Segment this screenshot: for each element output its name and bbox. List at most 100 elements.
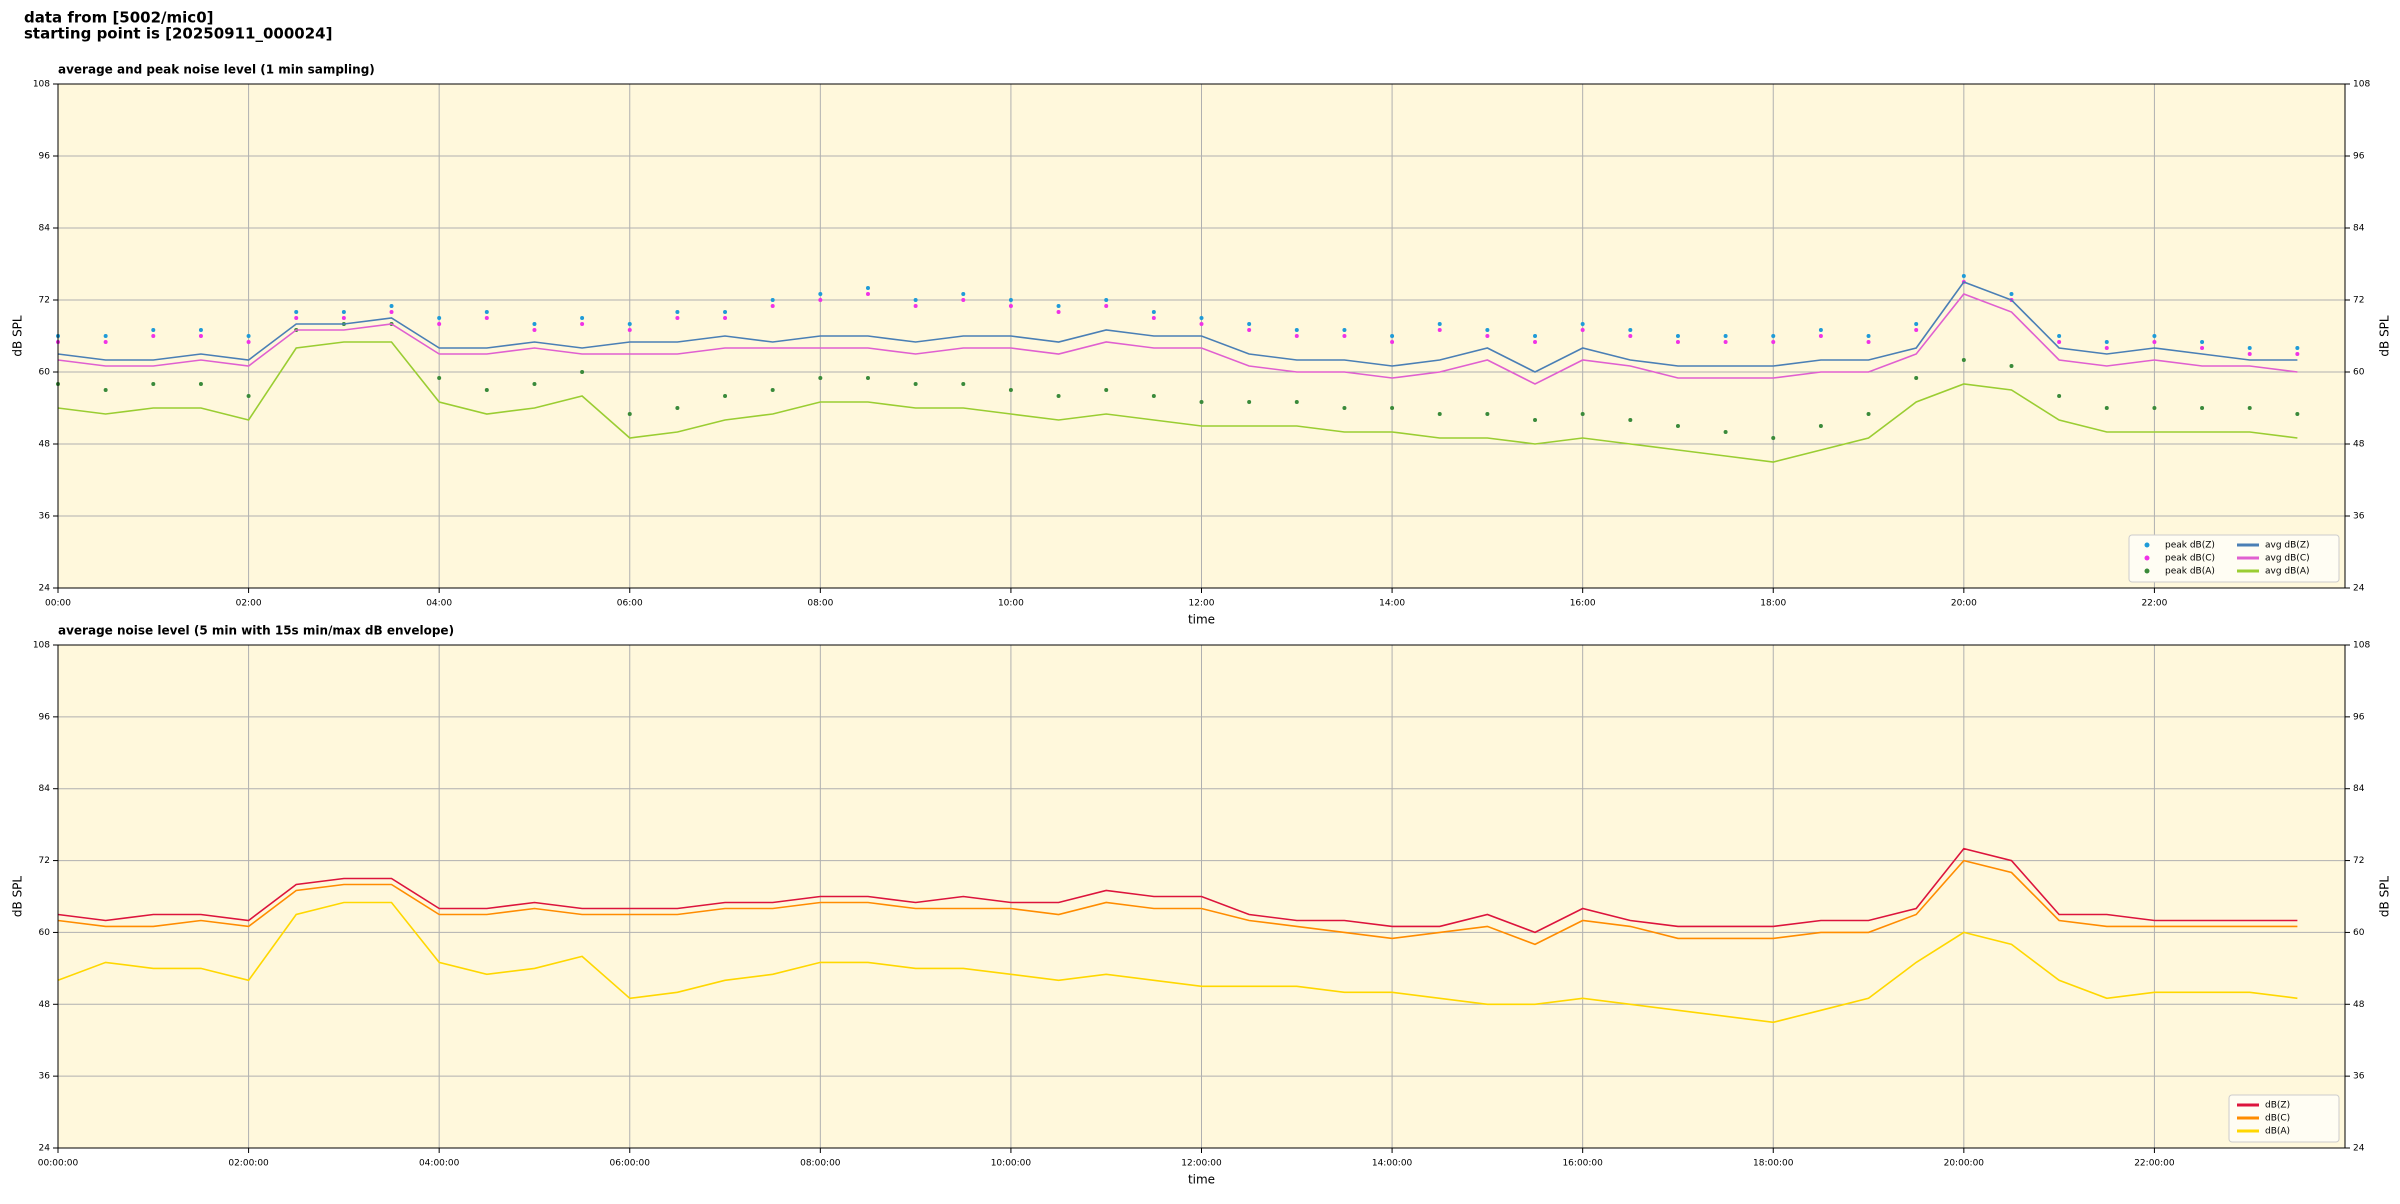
peak-dot: [1723, 430, 1728, 434]
y2-tick-label: 84: [2353, 224, 2365, 234]
peak-dot: [675, 406, 680, 410]
peak-dot: [1104, 388, 1109, 392]
peak-dot: [389, 310, 394, 314]
peak-dot: [198, 382, 203, 386]
peak-dot: [1056, 394, 1061, 398]
x-tick-label: 10:00:00: [991, 1159, 1032, 1169]
peak-dot: [913, 304, 918, 308]
legend-label: peak dB(C): [2165, 554, 2215, 564]
peak-dot: [1056, 304, 1061, 308]
peak-dot: [865, 376, 870, 380]
peak-dot: [1342, 334, 1347, 338]
y-axis-label: dB SPL: [11, 315, 25, 357]
x-tick-label: 20:00: [1951, 599, 1977, 609]
legend-label: avg dB(A): [2265, 567, 2309, 577]
peak-dot: [723, 394, 728, 398]
y-tick-label: 72: [39, 296, 50, 306]
series-line: [57, 847, 2298, 934]
peak-dot: [770, 388, 775, 392]
y2-tick-label: 48: [2353, 1000, 2365, 1010]
peak-dot: [1771, 436, 1776, 440]
y-tick-label: 24: [39, 584, 51, 594]
peak-dot: [1914, 328, 1919, 332]
x-tick-label: 18:00:00: [1753, 1159, 1794, 1169]
peak-dot: [1151, 310, 1156, 314]
x-axis-label: time: [1188, 613, 1215, 627]
peak-dot: [2104, 406, 2109, 410]
y2-tick-label: 48: [2353, 440, 2365, 450]
y2-tick-label: 84: [2353, 784, 2365, 794]
peak-dot: [2247, 346, 2252, 350]
peak-dot: [2295, 412, 2300, 416]
peak-dot: [1914, 322, 1919, 326]
series-line: [57, 341, 2298, 463]
y-tick-label: 108: [33, 641, 50, 651]
y2-tick-label: 96: [2353, 712, 2365, 722]
x-tick-label: 22:00: [2141, 599, 2167, 609]
plot-frame: [57, 644, 2346, 1149]
peak-dot: [770, 304, 775, 308]
peak-dot: [1818, 334, 1823, 338]
y2-tick-label: 108: [2353, 80, 2370, 90]
peak-dot: [818, 376, 823, 380]
series-line: [57, 293, 2298, 385]
peak-dot: [1580, 322, 1585, 326]
peak-dot: [1961, 358, 1966, 362]
peak-dot: [1437, 322, 1442, 326]
peak-dot: [437, 376, 442, 380]
peak-dot: [627, 328, 632, 332]
peak-dot: [2152, 340, 2157, 344]
peak-dot: [1342, 328, 1347, 332]
y-tick-label: 84: [39, 784, 51, 794]
y2-tick-label: 72: [2353, 296, 2364, 306]
y-tick-label: 72: [39, 856, 50, 866]
y2-tick-label: 60: [2353, 928, 2365, 938]
peak-dot: [1390, 406, 1395, 410]
peak-dot: [2295, 346, 2300, 350]
peak-dot: [532, 382, 537, 386]
peak-dot: [865, 286, 870, 290]
peak-dot: [151, 334, 156, 338]
peak-dot: [151, 382, 156, 386]
peak-dot: [484, 388, 489, 392]
series-line: [57, 859, 2298, 946]
x-tick-label: 00:00: [45, 599, 71, 609]
peak-dot: [1771, 334, 1776, 338]
peak-dot: [1675, 424, 1680, 428]
peak-dot: [961, 292, 966, 296]
peak-dot: [2104, 340, 2109, 344]
y2-tick-label: 72: [2353, 856, 2364, 866]
plot-frame: [57, 83, 2346, 589]
peak-dot: [2104, 346, 2109, 350]
x-tick-label: 04:00:00: [419, 1159, 460, 1169]
peak-dot: [961, 382, 966, 386]
peak-dot: [484, 316, 489, 320]
peak-dot: [865, 292, 870, 296]
y2-axis-label: dB SPL: [2378, 315, 2392, 357]
y2-tick-label: 36: [2353, 512, 2365, 522]
peak-dot: [437, 316, 442, 320]
peak-dot: [1866, 340, 1871, 344]
x-tick-label: 02:00: [236, 599, 262, 609]
y-tick-label: 60: [39, 928, 51, 938]
legend-marker: [2144, 555, 2150, 561]
peak-dot: [2247, 406, 2252, 410]
peak-dot: [1294, 400, 1299, 404]
peak-dot: [2057, 334, 2062, 338]
x-tick-label: 04:00: [426, 599, 452, 609]
peak-dot: [2009, 364, 2014, 368]
x-tick-label: 16:00: [1570, 599, 1596, 609]
x-tick-label: 20:00:00: [1944, 1159, 1985, 1169]
peak-dot: [2057, 394, 2062, 398]
legend-marker: [2144, 568, 2150, 574]
y2-tick-label: 24: [2353, 1144, 2365, 1154]
y-tick-label: 60: [39, 368, 51, 378]
peak-dot: [961, 298, 966, 302]
peak-dot: [1914, 376, 1919, 380]
y-axis-label: dB SPL: [11, 876, 25, 918]
peak-dot: [198, 328, 203, 332]
series-line: [57, 901, 2298, 1024]
peak-dot: [913, 298, 918, 302]
peak-dot: [1437, 412, 1442, 416]
peak-dot: [675, 316, 680, 320]
